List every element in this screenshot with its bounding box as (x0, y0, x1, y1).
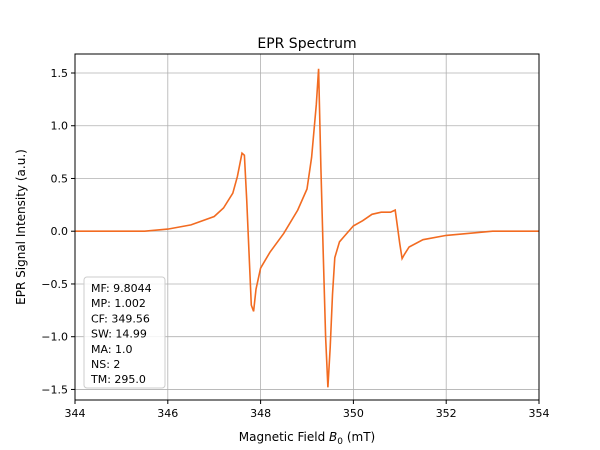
x-tick-label: 344 (65, 407, 86, 420)
legend-line: MA: 1.0 (91, 343, 133, 356)
y-tick-label: −0.5 (41, 278, 68, 291)
legend-line: SW: 14.99 (91, 328, 147, 341)
y-tick-label: −1.5 (41, 383, 68, 396)
x-tick-label: 352 (436, 407, 457, 420)
x-tick-label: 350 (343, 407, 364, 420)
x-axis-title-main: Magnetic Field (239, 430, 329, 444)
chart-title: EPR Spectrum (257, 36, 356, 52)
legend-line: CF: 349.56 (91, 312, 150, 325)
x-axis-title: Magnetic Field B0 (mT) (239, 430, 375, 447)
y-tick-label: 0.5 (51, 172, 69, 185)
x-axis: 344 346 348 350 352 354 (65, 400, 550, 420)
legend: MF: 9.8044 MP: 1.002 CF: 349.56 SW: 14.99 MA… (83, 276, 166, 389)
legend-line: MF: 9.8044 (91, 282, 152, 295)
y-tick-label: 1.5 (51, 67, 69, 80)
y-tick-label: 0.0 (51, 225, 69, 238)
legend-line: NS: 2 (91, 358, 120, 371)
legend-line: TM: 295.0 (90, 373, 146, 386)
y-axis: −1.5 −1.0 −0.5 0.0 0.5 1.0 1.5 (41, 67, 75, 396)
series-line (75, 68, 539, 388)
plot-frame (74, 53, 540, 401)
y-axis-title: EPR Signal Intensity (a.u.) (14, 149, 28, 305)
y-tick-label: 1.0 (51, 120, 69, 133)
x-tick-label: 354 (529, 407, 550, 420)
y-tick-label: −1.0 (41, 331, 68, 344)
x-axis-title-symbol: B (329, 430, 337, 444)
x-tick-label: 346 (157, 407, 178, 420)
legend-box (83, 276, 166, 389)
x-axis-title-subscript: 0 (337, 437, 343, 447)
legend-line: MP: 1.002 (91, 297, 146, 310)
x-tick-label: 348 (250, 407, 271, 420)
x-axis-title-unit: (mT) (343, 430, 375, 444)
